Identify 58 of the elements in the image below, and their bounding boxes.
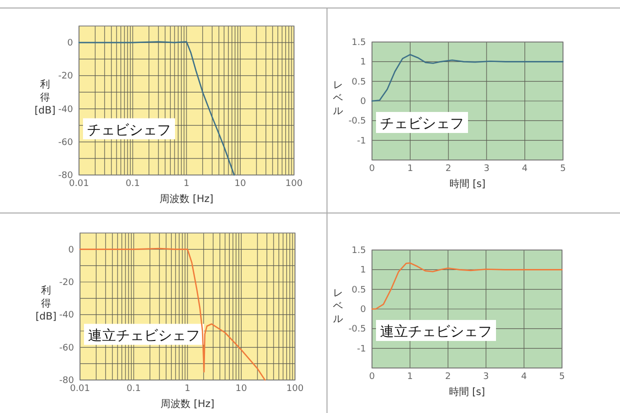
y-tick-label: 0.5 — [352, 77, 366, 88]
y-axis-title: レベル — [333, 288, 343, 325]
y-tick-label: 0 — [360, 97, 366, 107]
y-tick-label: 0 — [68, 245, 74, 256]
y-tick-label: -40 — [59, 310, 74, 321]
y-tick-label: -80 — [58, 171, 74, 181]
x-axis-title: 周波数 [Hz] — [160, 398, 214, 410]
x-tick-label: 100 — [286, 384, 304, 394]
annotation: 連立チェビシェフ — [88, 328, 200, 344]
y-tick-label: 1 — [360, 266, 366, 276]
annotation: チェビシェフ — [380, 116, 464, 132]
annotation: チェビシェフ — [87, 122, 171, 138]
y-tick-label: -60 — [59, 343, 74, 354]
x-tick-label: 1 — [407, 372, 413, 382]
y-axis-title: レベル — [333, 80, 343, 117]
y-tick-label: -0.5 — [348, 324, 366, 335]
x-tick-label: 10 — [234, 179, 246, 189]
x-tick-label: 0.1 — [126, 384, 141, 394]
y-tick-label: 1.5 — [352, 246, 366, 256]
x-tick-label: 2 — [445, 372, 451, 382]
x-tick-label: 0.01 — [70, 384, 90, 394]
x-tick-label: 1 — [184, 384, 190, 394]
y-axis-title: 利得 [dB] — [34, 78, 56, 116]
y-tick-label: -40 — [58, 104, 74, 115]
y-tick-label: 0 — [360, 305, 366, 315]
x-tick-label: 3 — [484, 164, 490, 174]
x-axis-title: 時間 [s] — [449, 178, 486, 190]
x-tick-label: 2 — [446, 164, 452, 174]
x-tick-label: 0.01 — [68, 179, 90, 189]
x-tick-label: 0 — [369, 372, 376, 382]
y-tick-label: 1.5 — [352, 38, 366, 48]
x-tick-label: 100 — [285, 179, 303, 189]
y-tick-label: -60 — [58, 138, 74, 148]
x-tick-label: 0 — [369, 164, 376, 174]
y-tick-label: 0.5 — [352, 285, 366, 296]
y-tick-label: -0.5 — [348, 116, 366, 127]
line-series — [371, 262, 563, 310]
y-axis-title: 利得 [dB] — [35, 284, 57, 322]
y-tick-label: -20 — [59, 278, 74, 288]
x-tick-label: 0.1 — [126, 179, 140, 189]
x-tick-label: 1 — [407, 164, 414, 174]
y-tick-label: 0 — [67, 38, 74, 49]
line-series — [371, 54, 564, 102]
y-tick-label: -1 — [357, 344, 366, 354]
y-tick-label: -20 — [58, 72, 74, 82]
x-tick-label: 4 — [521, 372, 528, 382]
y-tick-label: 1 — [360, 58, 366, 68]
x-tick-label: 3 — [483, 372, 489, 382]
y-tick-label: -1 — [357, 136, 366, 146]
x-axis-title: 時間 [s] — [448, 386, 486, 398]
x-tick-label: 5 — [560, 164, 566, 174]
x-tick-label: 5 — [559, 372, 565, 382]
x-tick-label: 1 — [184, 179, 190, 189]
y-tick-label: -80 — [59, 376, 74, 386]
annotation: 連立チェビシェフ — [380, 324, 492, 340]
x-axis-title: 周波数 [Hz] — [160, 193, 214, 205]
x-tick-label: 4 — [522, 164, 528, 174]
x-tick-label: 10 — [236, 384, 248, 394]
